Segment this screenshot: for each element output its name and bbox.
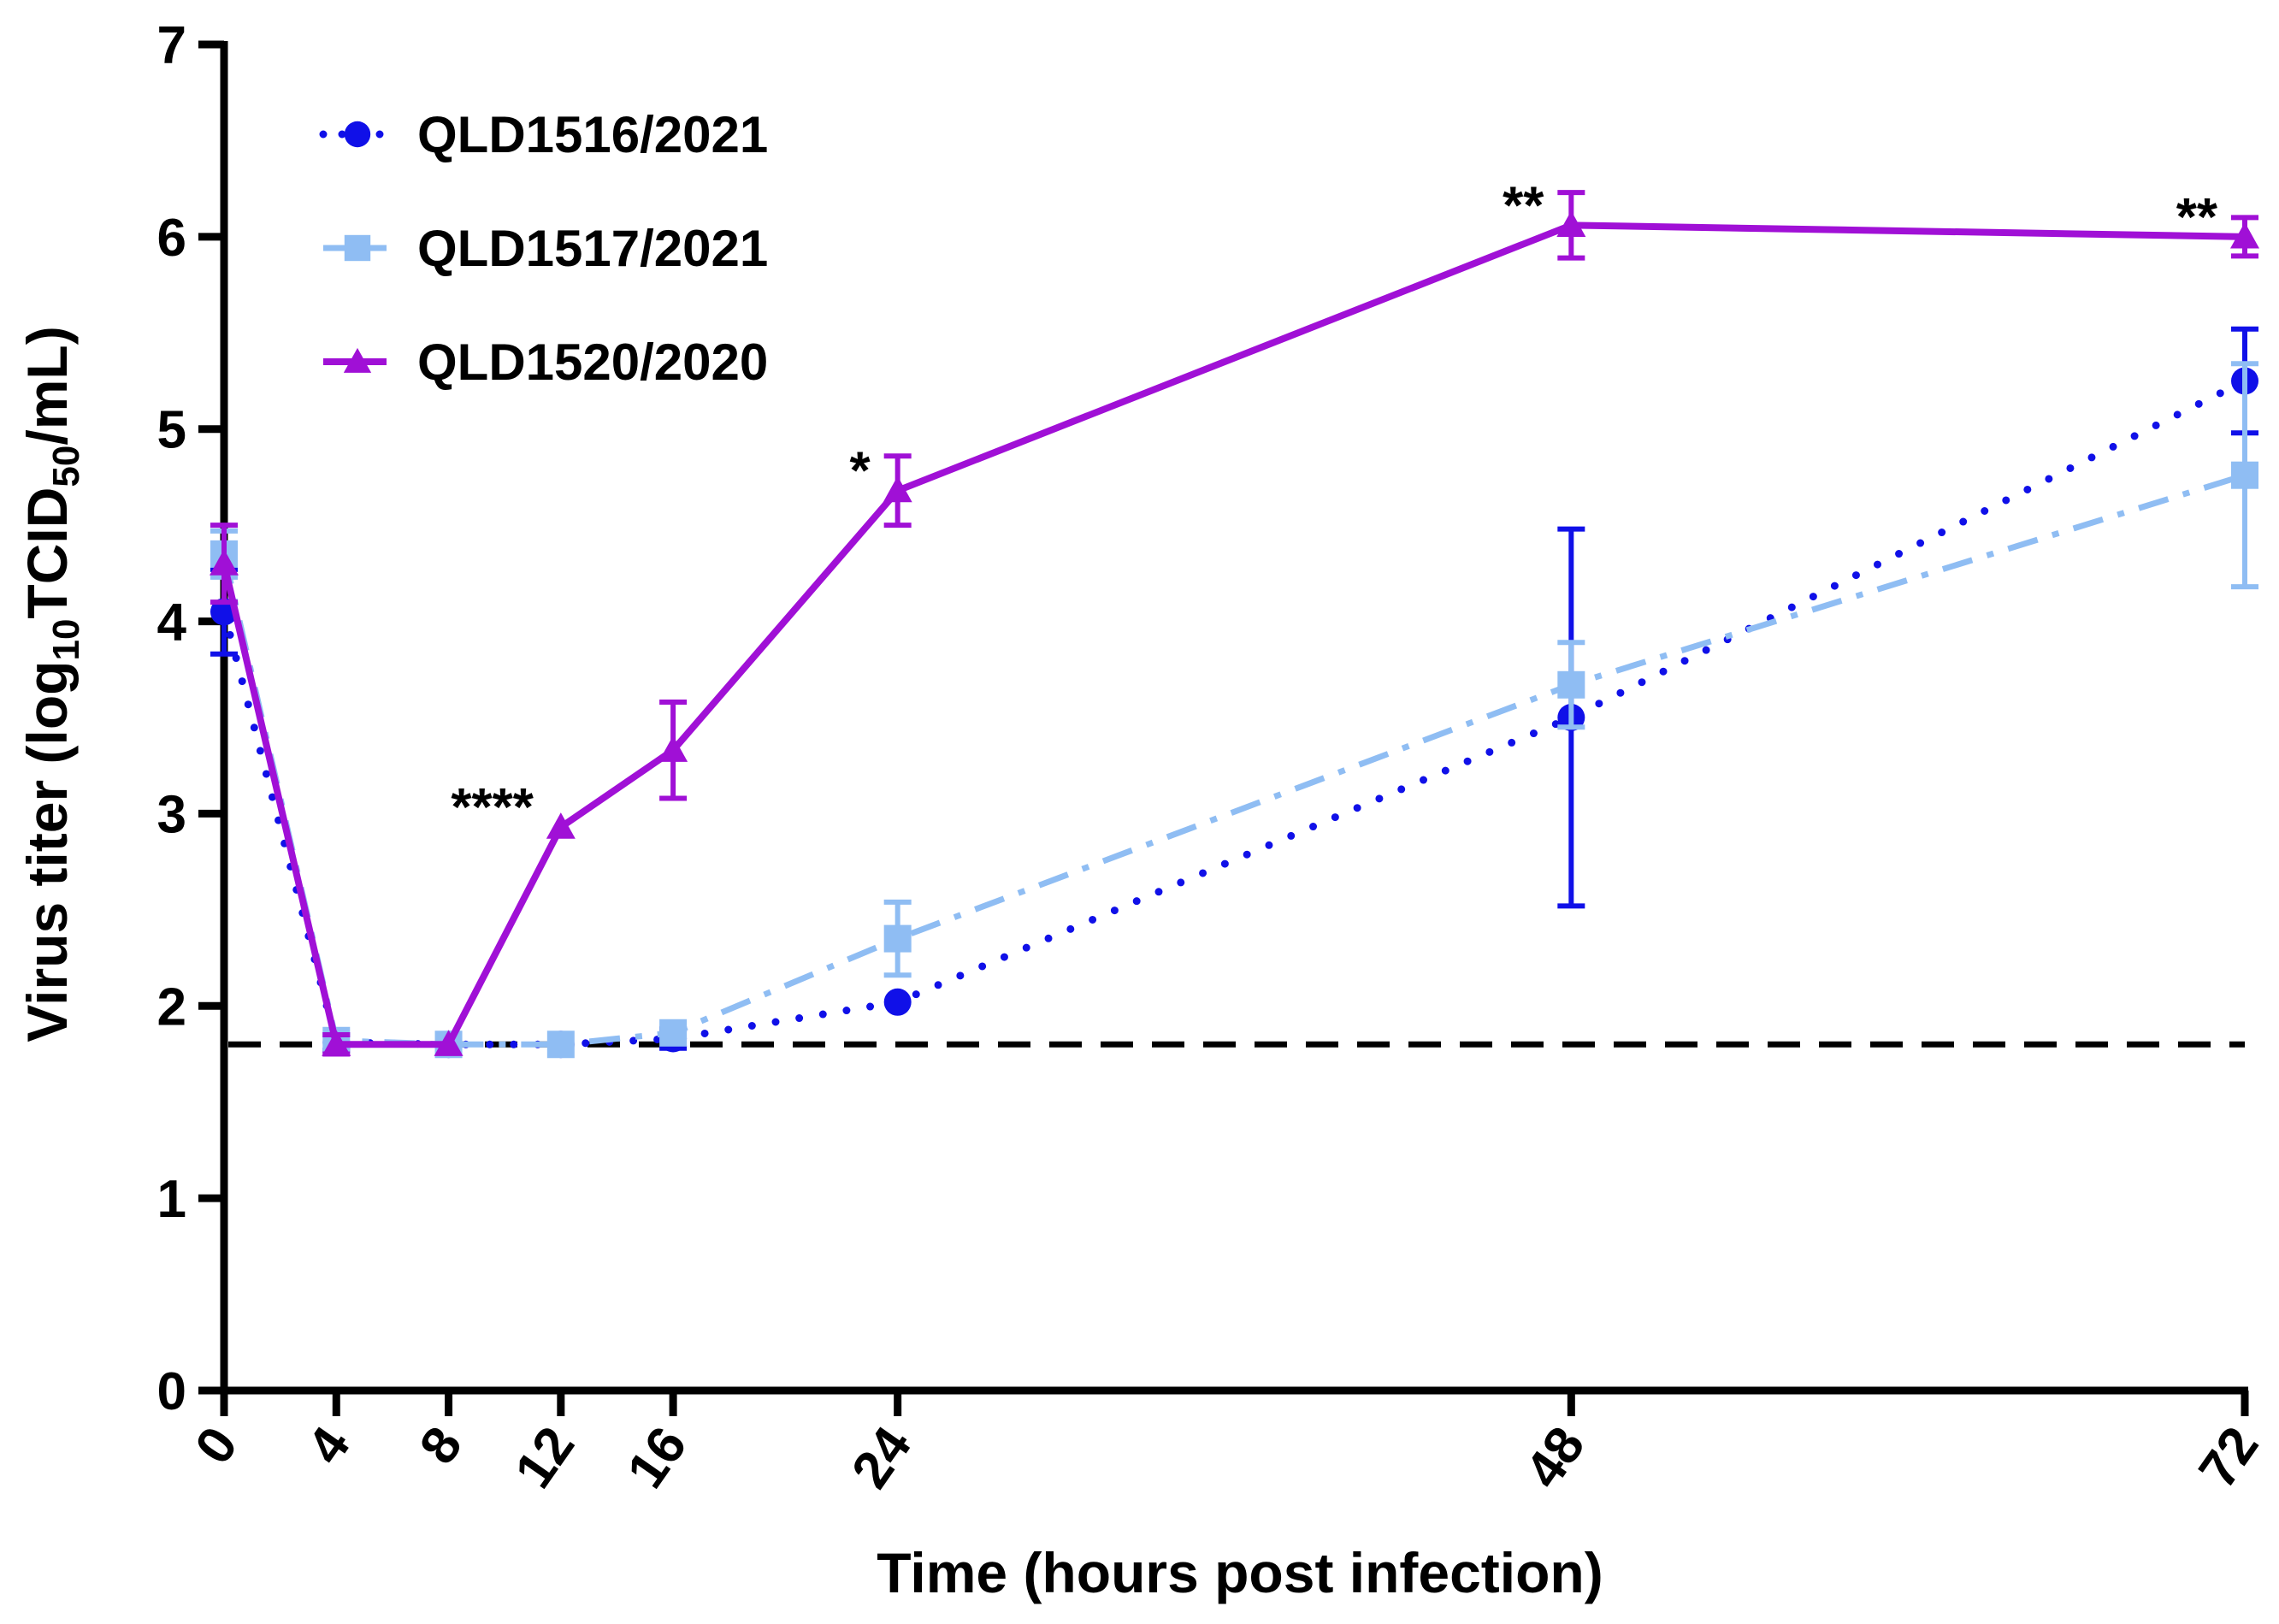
data-point xyxy=(2230,221,2259,249)
y-axis-title-main: Virus titer (log xyxy=(15,661,79,1042)
significance-mark: ** xyxy=(1503,176,1544,235)
legend-marker xyxy=(344,121,371,148)
data-point xyxy=(883,475,912,503)
series-layer xyxy=(210,190,2259,1059)
x-tick-label-12: 12 xyxy=(504,1416,586,1498)
legend-label: QLD1517/2021 xyxy=(417,220,768,277)
data-point xyxy=(322,1030,351,1056)
x-axis-ticks: 0 4 8 12 16 24 48 72 xyxy=(184,1391,2270,1499)
y-tick-label-5: 5 xyxy=(157,401,186,460)
significance-mark: **** xyxy=(451,778,534,837)
data-point xyxy=(659,1019,688,1047)
data-point xyxy=(658,735,688,762)
y-axis-title-end: /mL) xyxy=(15,326,79,445)
x-axis-title: Time (hours post infection) xyxy=(877,1541,1603,1604)
data-point xyxy=(546,812,576,839)
y-axis-title-sub2: 50 xyxy=(45,446,87,487)
x-tick-label-0: 0 xyxy=(184,1416,249,1474)
data-point xyxy=(883,924,912,953)
y-axis-title-sub1: 10 xyxy=(45,619,87,661)
legend-label: QLD1520/2020 xyxy=(417,334,768,391)
y-tick-label-7: 7 xyxy=(157,16,186,75)
legend-item-QLD1517-2021: QLD1517/2021 xyxy=(323,220,768,277)
data-point xyxy=(210,549,239,576)
legend-item-QLD1520-2020: QLD1520/2020 xyxy=(323,334,768,391)
y-tick-label-2: 2 xyxy=(157,977,186,1036)
x-tick-label-48: 48 xyxy=(1514,1416,1597,1498)
significance-mark: ** xyxy=(2176,188,2218,247)
y-tick-label-6: 6 xyxy=(157,209,186,268)
data-point xyxy=(2231,461,2258,489)
legend-marker xyxy=(344,234,371,262)
x-tick-label-24: 24 xyxy=(841,1416,923,1498)
data-point xyxy=(1556,210,1586,237)
y-tick-label-4: 4 xyxy=(157,593,187,653)
legend: QLD1516/2021 QLD1517/2021 QLD1520/2020 xyxy=(319,106,768,391)
series-line-QLD1520-2020 xyxy=(221,221,2246,1048)
legend-marker xyxy=(343,347,372,373)
data-point xyxy=(546,1031,575,1059)
data-point xyxy=(883,988,912,1016)
x-tick-label-8: 8 xyxy=(409,1416,474,1474)
y-axis-title-mid: TCID xyxy=(15,487,79,619)
y-tick-label-3: 3 xyxy=(157,785,186,844)
y-tick-label-1: 1 xyxy=(157,1170,186,1229)
significance-mark: * xyxy=(850,442,871,501)
x-tick-label-16: 16 xyxy=(616,1416,698,1498)
legend-label: QLD1516/2021 xyxy=(417,106,768,163)
series-QLD1516-2021 xyxy=(210,326,2258,1059)
y-axis-title: Virus titer (log10TCID50/mL) xyxy=(15,326,87,1042)
significance-annotations: ******* ** xyxy=(451,176,2218,837)
legend-item-QLD1516-2021: QLD1516/2021 xyxy=(319,106,768,163)
series-line-QLD1516-2021 xyxy=(220,377,2249,1048)
series-line-QLD1517-2021 xyxy=(221,472,2247,1048)
y-axis-ticks: 0 1 2 3 4 5 6 7 xyxy=(157,16,224,1421)
data-point xyxy=(434,1030,463,1056)
x-tick-label-72: 72 xyxy=(2187,1416,2270,1498)
series-QLD1517-2021 xyxy=(210,361,2258,1059)
data-point xyxy=(1557,670,1585,699)
x-tick-label-4: 4 xyxy=(296,1416,362,1474)
series-QLD1520-2020 xyxy=(210,190,2259,1057)
y-tick-label-0: 0 xyxy=(157,1362,186,1421)
